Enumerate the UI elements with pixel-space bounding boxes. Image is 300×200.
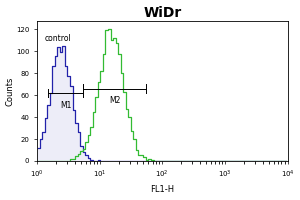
Text: M2: M2 — [109, 96, 120, 105]
Y-axis label: Counts: Counts — [6, 76, 15, 106]
X-axis label: FL1-H: FL1-H — [150, 185, 174, 194]
Title: WiDr: WiDr — [143, 6, 182, 20]
Text: control: control — [44, 34, 71, 43]
Text: M1: M1 — [60, 101, 71, 110]
